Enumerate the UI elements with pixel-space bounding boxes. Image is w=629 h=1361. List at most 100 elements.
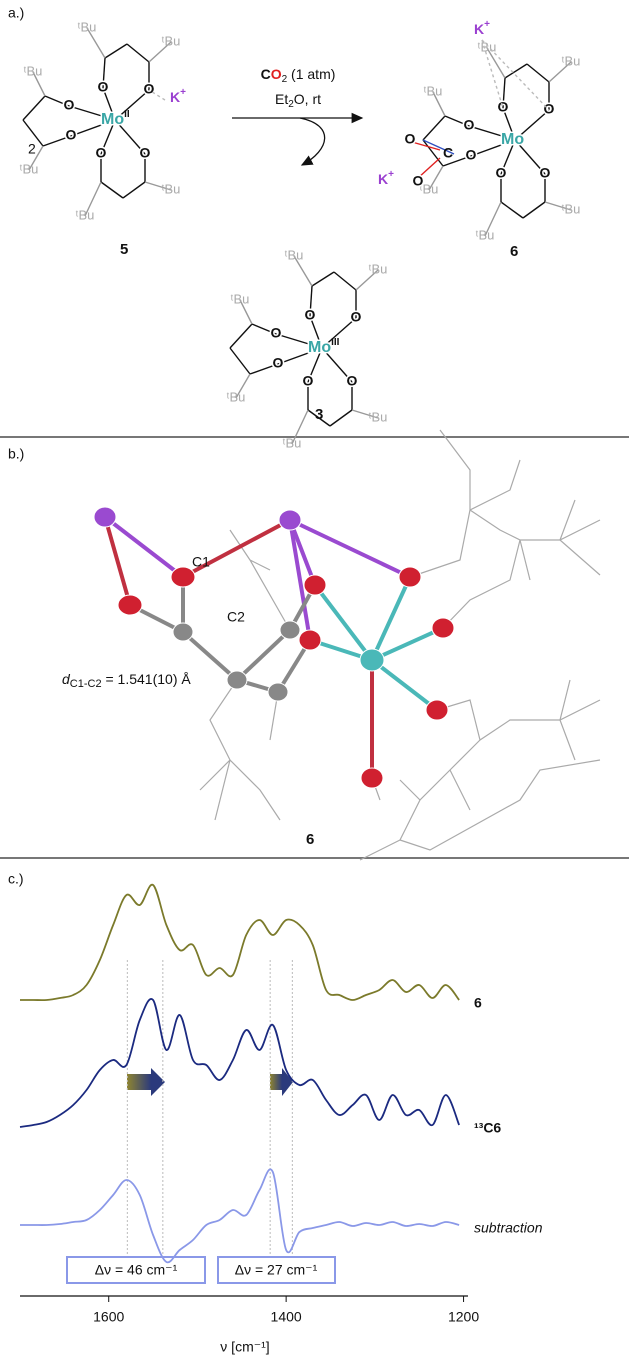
distance: dC1-C2 = 1.541(10) Å [62, 671, 191, 690]
bond [44, 95, 70, 107]
tbu-label: ᵗBu [20, 161, 39, 176]
bond [484, 201, 502, 237]
bond [514, 139, 546, 175]
annotation-box [66, 1256, 206, 1284]
bond [351, 409, 379, 419]
mo-label: MoII [101, 109, 130, 129]
bond [428, 165, 444, 191]
tbu-label: ᵗBu [476, 227, 495, 242]
oxidation-state: II [124, 109, 130, 120]
bond [307, 347, 323, 383]
bond [68, 105, 116, 121]
bond [100, 119, 116, 155]
reagent-o: O [271, 66, 282, 82]
bond [32, 71, 46, 97]
conditions-et: Et [275, 91, 288, 107]
bond [239, 299, 253, 325]
bond [544, 201, 572, 211]
tbu-label: ᵗBu [285, 247, 304, 262]
x-tick-label: 1200 [448, 1309, 479, 1325]
tbu-label: ᵗBu [424, 83, 443, 98]
k-symbol: K [170, 89, 180, 105]
bond [411, 141, 441, 151]
conditions: Et2O, rt [275, 91, 321, 110]
distance-value: = 1.541(10) Å [102, 671, 192, 687]
compound-number: 5 [120, 241, 128, 258]
tbu-label: ᵗBu [231, 291, 250, 306]
spectrum [20, 1168, 460, 1264]
o-label: O [466, 147, 477, 163]
o-label: O [273, 355, 284, 371]
mo-label: Mo [501, 131, 524, 148]
panel-label: a.) [8, 5, 24, 21]
o-label: O [144, 81, 155, 97]
bond [293, 255, 313, 287]
reagent-rest: (1 atm) [287, 66, 335, 82]
bond [122, 181, 146, 199]
series-label: 6 [474, 995, 482, 1011]
bond [548, 61, 572, 83]
bond [229, 323, 253, 349]
mo-label: MoIII [308, 337, 340, 357]
o-label: O [498, 99, 509, 115]
o-label: O [98, 79, 109, 95]
bond [251, 323, 277, 335]
bond [468, 125, 516, 141]
bond [307, 409, 331, 427]
bond [100, 181, 124, 199]
o-label: O [405, 131, 416, 147]
o-label: O [66, 127, 77, 143]
atom-label: C1 [192, 554, 210, 570]
x-tick-label: 1600 [93, 1309, 124, 1325]
o-label: O [347, 373, 358, 389]
tbu-label: ᵗBu [369, 409, 388, 424]
bond [144, 181, 172, 191]
bond [249, 363, 279, 375]
annotation: Δν = 46 cm⁻¹ [95, 1262, 178, 1278]
bond [500, 139, 516, 175]
bond [22, 95, 46, 121]
series-label: subtraction [474, 1220, 543, 1236]
tbu-label: ᵗBu [162, 181, 181, 196]
bond [311, 271, 335, 287]
tbu-label: ᵗBu [562, 201, 581, 216]
distance-symbol: d [62, 671, 71, 687]
bond [102, 57, 106, 89]
bond [417, 157, 441, 179]
bond [470, 139, 516, 157]
carbon: C [443, 145, 453, 161]
bond [486, 47, 506, 79]
atoms [93, 506, 455, 789]
oxidation-state: III [331, 337, 340, 348]
spectrum [19, 883, 460, 1002]
tbu-label: ᵗBu [227, 389, 246, 404]
o-label: O [303, 373, 314, 389]
conditions-rest: O, rt [294, 91, 321, 107]
bond [355, 269, 379, 291]
compound-number: 6 [306, 831, 314, 848]
tbu-label: ᵗBu [76, 207, 95, 222]
o-label: O [540, 165, 551, 181]
k-charge: + [484, 19, 490, 30]
bond [500, 201, 524, 219]
bond [422, 115, 446, 141]
bond [28, 145, 44, 171]
annotation-box [217, 1256, 336, 1284]
bond [522, 201, 546, 219]
bond [114, 119, 146, 155]
o-label: O [413, 173, 424, 189]
bond [321, 317, 357, 349]
tbu-label: ᵗBu [478, 39, 497, 54]
shift-arrows [127, 1068, 293, 1096]
bond [229, 347, 251, 375]
tbu-label: ᵗBu [162, 33, 181, 48]
bond [502, 107, 516, 141]
reagent: CO2 (1 atm) [261, 66, 336, 85]
bond [235, 373, 251, 399]
o-label: O [271, 325, 282, 341]
o-label: O [464, 117, 475, 133]
bond [148, 41, 172, 63]
bond [444, 115, 470, 127]
tbu-label: ᵗBu [24, 63, 43, 78]
bond [514, 109, 550, 141]
